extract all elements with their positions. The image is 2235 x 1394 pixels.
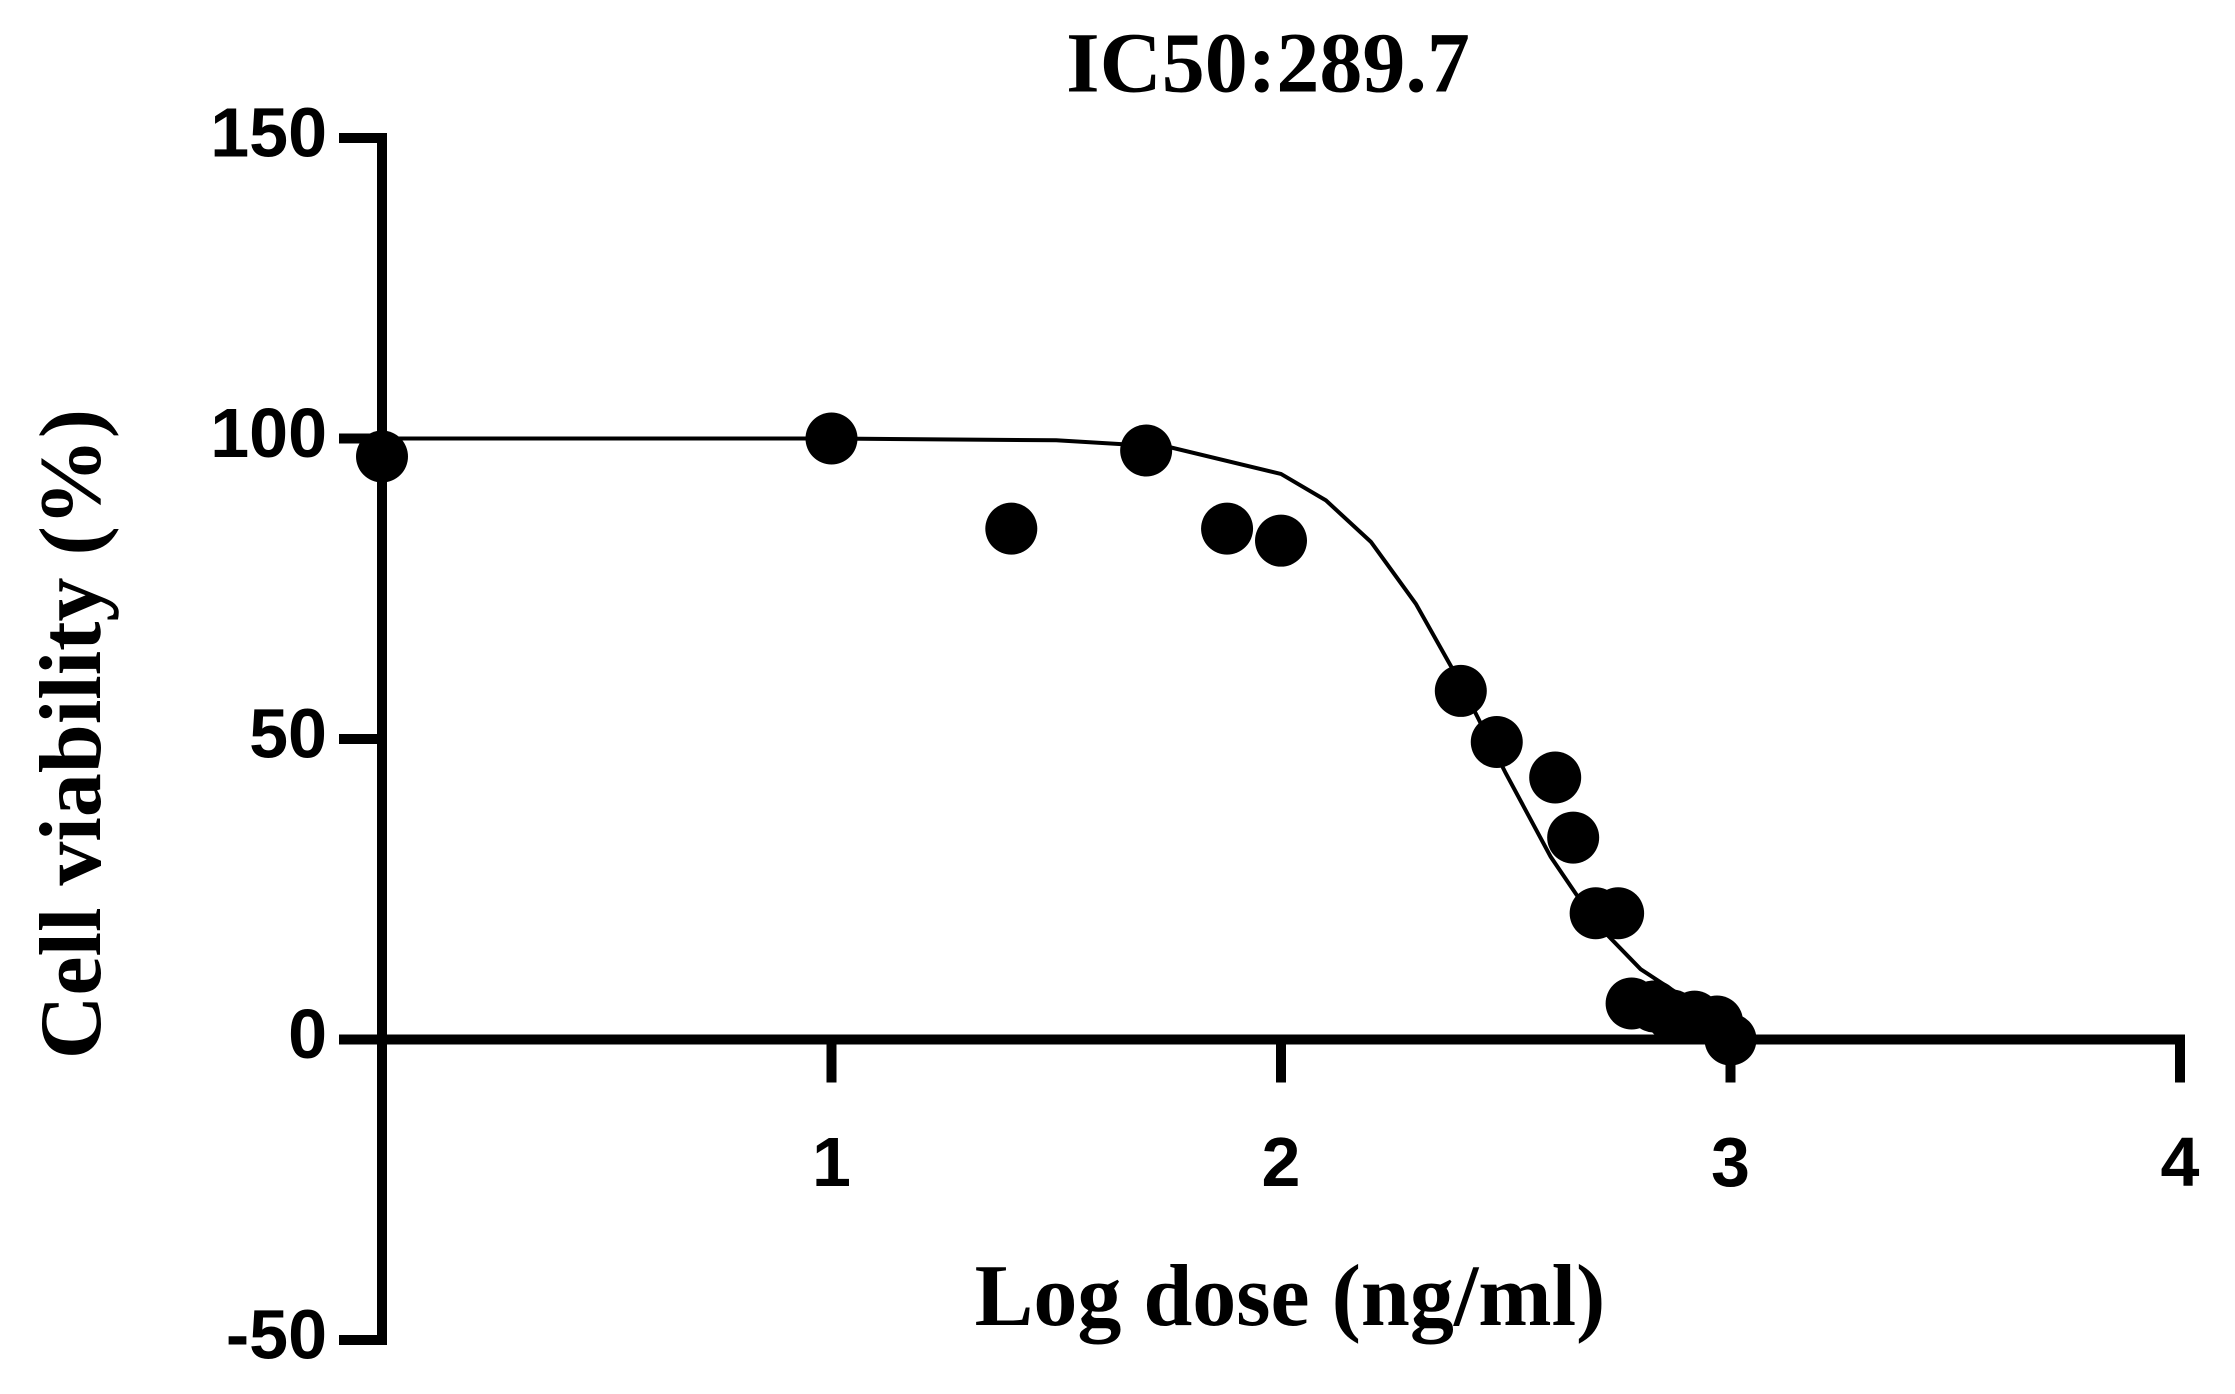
data-point	[356, 430, 408, 483]
data-point	[1529, 751, 1582, 804]
x-axis-label: Log dose (ng/ml)	[975, 1248, 1606, 1345]
y-tick-label: 100	[210, 394, 327, 472]
data-point	[1120, 424, 1173, 477]
y-axis-label: Cell viability (%)	[23, 409, 120, 1059]
data-point	[1704, 1013, 1757, 1066]
y-tick-label: 150	[210, 93, 327, 171]
data-point	[1201, 502, 1254, 555]
data-point	[1434, 664, 1487, 717]
y-tick-label: -50	[226, 1295, 327, 1373]
x-tick-label: 4	[2161, 1123, 2200, 1201]
data-point	[1470, 716, 1523, 769]
y-tick-label: 0	[288, 995, 327, 1073]
x-tick-label: 2	[1262, 1123, 1301, 1201]
data-point	[1255, 514, 1307, 567]
y-tick-label: 50	[249, 694, 327, 772]
x-tick-label: 1	[812, 1123, 851, 1201]
data-point	[1547, 811, 1600, 864]
fit-curve	[382, 436, 1732, 1019]
data-point	[805, 412, 858, 465]
chart-title: IC50:289.7	[1066, 15, 1470, 111]
data-point	[1592, 887, 1645, 940]
data-point	[985, 502, 1038, 555]
x-tick-label: 3	[1711, 1123, 1750, 1201]
